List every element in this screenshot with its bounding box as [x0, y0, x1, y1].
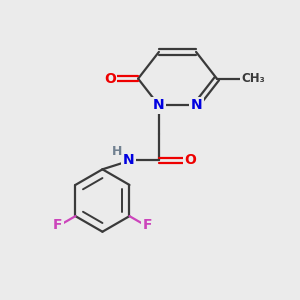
- Text: N: N: [190, 98, 202, 112]
- Text: N: N: [122, 153, 134, 167]
- Text: F: F: [143, 218, 152, 232]
- Text: N: N: [153, 98, 165, 112]
- Text: O: O: [104, 72, 116, 86]
- Text: F: F: [52, 218, 62, 232]
- Text: O: O: [184, 153, 196, 167]
- Text: CH₃: CH₃: [242, 72, 265, 85]
- Text: H: H: [112, 145, 122, 158]
